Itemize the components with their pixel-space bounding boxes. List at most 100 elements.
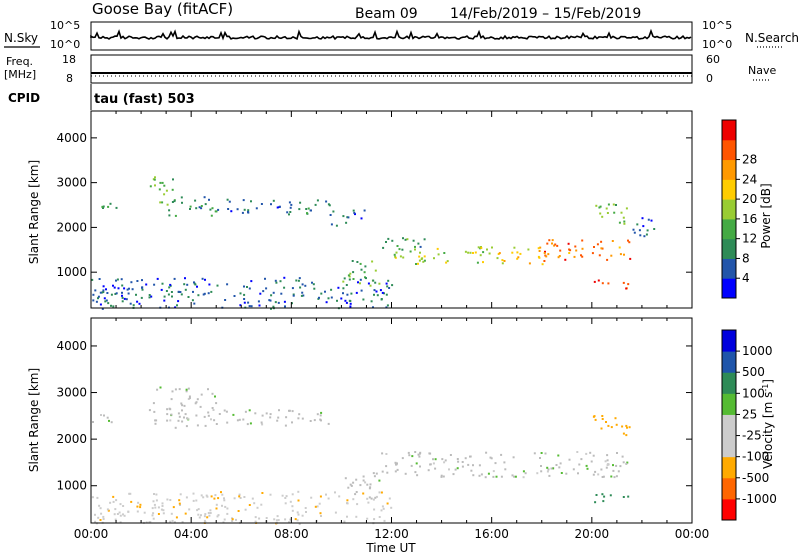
heatmap-cell bbox=[215, 507, 218, 510]
heatmap-cell bbox=[148, 296, 151, 299]
colorbar-tick-label: 8 bbox=[742, 251, 750, 265]
heatmap-cell bbox=[204, 513, 207, 516]
heatmap-cell bbox=[610, 426, 613, 429]
heatmap-cell bbox=[627, 239, 629, 242]
heatmap-cell bbox=[300, 294, 303, 297]
colorbar-segment bbox=[722, 435, 736, 458]
heatmap-cell bbox=[594, 470, 597, 473]
heatmap-cell bbox=[411, 455, 414, 458]
heatmap-cell bbox=[432, 462, 435, 465]
heatmap-cell bbox=[218, 413, 221, 415]
heatmap-cell bbox=[196, 424, 199, 427]
heatmap-cell bbox=[606, 258, 609, 261]
heatmap-cell bbox=[295, 279, 298, 282]
heatmap-cell bbox=[238, 493, 241, 496]
heatmap-cell bbox=[560, 472, 563, 474]
heatmap-cell bbox=[223, 499, 226, 502]
heatmap-cell bbox=[254, 412, 257, 415]
colorbar-segment bbox=[722, 498, 736, 521]
heatmap-cell bbox=[448, 468, 450, 471]
heatmap-cell bbox=[548, 239, 551, 242]
heatmap-cell bbox=[310, 209, 312, 212]
heatmap-cell bbox=[185, 388, 188, 391]
heatmap-cell bbox=[204, 521, 207, 524]
heatmap-cell bbox=[338, 495, 341, 498]
heatmap-cell bbox=[452, 473, 455, 476]
heatmap-cell bbox=[524, 472, 527, 475]
heatmap-cell bbox=[346, 502, 348, 505]
heatmap-cell bbox=[169, 283, 172, 286]
heatmap-cell bbox=[564, 258, 567, 261]
heatmap-cell bbox=[385, 306, 388, 309]
heatmap-cell bbox=[103, 297, 106, 300]
heatmap-cell bbox=[423, 255, 426, 258]
velocity-ylabel: Slant Range [km] bbox=[27, 368, 41, 472]
heatmap-cell bbox=[592, 415, 595, 418]
heatmap-cell bbox=[374, 281, 377, 284]
heatmap-cell bbox=[284, 502, 287, 505]
heatmap-cell bbox=[605, 421, 607, 423]
colorbar-segment bbox=[722, 159, 736, 180]
heatmap-cell bbox=[141, 279, 143, 282]
heatmap-cell bbox=[386, 304, 389, 307]
heatmap-cell bbox=[177, 300, 180, 303]
heatmap-cell bbox=[294, 518, 297, 521]
heatmap-cell bbox=[296, 519, 299, 522]
heatmap-cell bbox=[362, 298, 365, 301]
heatmap-cell bbox=[391, 239, 394, 242]
heatmap-cell bbox=[373, 289, 376, 292]
heatmap-cell bbox=[202, 293, 205, 296]
heatmap-cell bbox=[206, 495, 209, 498]
heatmap-cell bbox=[95, 300, 98, 303]
heatmap-cell bbox=[345, 284, 348, 286]
heatmap-cell bbox=[478, 474, 481, 477]
heatmap-cell bbox=[101, 205, 104, 208]
heatmap-cell bbox=[594, 418, 597, 421]
heatmap-cell bbox=[581, 239, 584, 242]
heatmap-cell bbox=[158, 188, 161, 191]
heatmap-cell bbox=[598, 254, 601, 257]
heatmap-cell bbox=[98, 278, 101, 280]
heatmap-cell bbox=[606, 212, 609, 214]
heatmap-cell bbox=[552, 467, 555, 470]
heatmap-cell bbox=[541, 263, 544, 266]
heatmap-cell bbox=[299, 286, 302, 289]
heatmap-cell bbox=[375, 472, 378, 475]
heatmap-cell bbox=[265, 517, 268, 519]
heatmap-cell bbox=[354, 213, 356, 216]
heatmap-cell bbox=[291, 287, 294, 290]
heatmap-cell bbox=[540, 465, 542, 467]
heatmap-cell bbox=[188, 397, 191, 400]
heatmap-cell bbox=[92, 293, 95, 296]
heatmap-cell bbox=[115, 292, 118, 295]
heatmap-cell bbox=[538, 256, 541, 259]
heatmap-cell bbox=[174, 306, 177, 309]
heatmap-cell bbox=[437, 253, 440, 256]
freq-panel: Freq. [MHz] 18 8 60 0 Nave bbox=[4, 53, 776, 85]
heatmap-cell bbox=[136, 280, 139, 282]
heatmap-cell bbox=[109, 501, 112, 504]
colorbar-segment bbox=[722, 372, 736, 394]
heatmap-cell bbox=[346, 293, 349, 296]
heatmap-cell bbox=[122, 505, 125, 507]
heatmap-cell bbox=[544, 452, 547, 455]
heatmap-cell bbox=[595, 494, 598, 496]
nsearch-tick-top: 10^5 bbox=[702, 19, 732, 32]
heatmap-cell bbox=[103, 414, 105, 417]
heatmap-cell bbox=[362, 492, 365, 495]
heatmap-cell bbox=[629, 257, 632, 260]
heatmap-cell bbox=[427, 469, 430, 472]
heatmap-cell bbox=[108, 419, 110, 422]
heatmap-cell bbox=[548, 474, 551, 477]
colorbar-segment bbox=[722, 278, 736, 299]
velocity-panel: 1000 2000 3000 4000 Slant Range [km] 1000 50… bbox=[27, 317, 777, 554]
heatmap-cell bbox=[202, 496, 205, 499]
heatmap-cell bbox=[501, 262, 504, 265]
y-tick-label: 2000 bbox=[56, 220, 87, 234]
heatmap-cell bbox=[601, 415, 604, 417]
power-plot-frame bbox=[90, 110, 693, 309]
heatmap-cell bbox=[209, 512, 212, 514]
heatmap-cell bbox=[419, 245, 422, 248]
heatmap-cell bbox=[175, 516, 178, 519]
